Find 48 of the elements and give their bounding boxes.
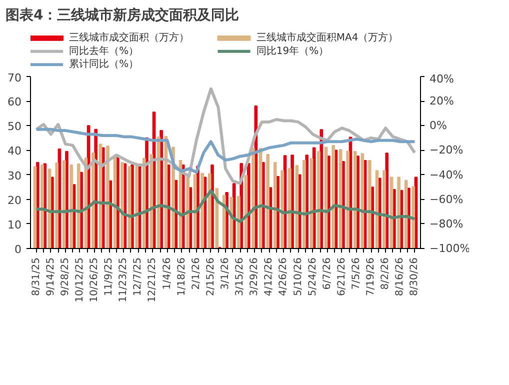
x-tick-label: 8/2/26 bbox=[380, 258, 392, 290]
x-tick-label: 12/21/25 bbox=[147, 257, 158, 302]
x-tick-label: 3/29/26 bbox=[249, 257, 260, 296]
x-tick-label: 3/15/26 bbox=[234, 257, 246, 296]
x-tick-label: 11/9/25 bbox=[104, 257, 115, 296]
y2-tick-label: −60% bbox=[430, 192, 464, 206]
y2-tick-label: 0% bbox=[430, 119, 447, 132]
y2-tick-label: −20% bbox=[430, 144, 464, 157]
x-tick-label: 6/21/26 bbox=[336, 257, 348, 296]
x-tick-label: 4/26/26 bbox=[278, 257, 290, 296]
x-tick-label: 9/28/25 bbox=[60, 257, 71, 296]
y-tick-label: 70 bbox=[8, 72, 22, 84]
legend-label: 三线城市成交面积MA4（万方） bbox=[256, 32, 398, 44]
legend-label: 三线城市成交面积（万方） bbox=[69, 32, 190, 44]
y2-tick-label: −80% bbox=[430, 217, 464, 230]
x-tick-label: 3/1/26 bbox=[220, 258, 231, 290]
y2-tick-label: 40% bbox=[430, 72, 454, 86]
x-tick-label: 2/1/26 bbox=[190, 258, 202, 290]
x-tick-label: 2/15/26 bbox=[205, 257, 216, 296]
y-tick-label: 30 bbox=[8, 169, 22, 182]
y-tick-label: 20 bbox=[8, 194, 22, 207]
x-tick-label: 9/14/25 bbox=[45, 257, 56, 296]
x-tick-label: 10/26/25 bbox=[89, 257, 100, 302]
x-tick-label: 1/18/26 bbox=[176, 257, 188, 296]
y2-tick-label: 20% bbox=[430, 94, 454, 108]
x-tick-label: 11/23/25 bbox=[118, 257, 130, 302]
x-tick-label: 5/10/26 bbox=[292, 257, 304, 296]
y-tick-label: 0 bbox=[14, 243, 22, 256]
x-tick-label: 8/31/25 bbox=[30, 257, 42, 296]
legend-label: 同比去年（%） bbox=[69, 44, 139, 57]
x-tick-label: 8/30/26 bbox=[409, 257, 420, 296]
x-tick-label: 5/24/26 bbox=[307, 257, 318, 296]
x-tick-label: 4/12/26 bbox=[264, 257, 275, 296]
x-tick-label: 8/16/26 bbox=[394, 257, 406, 296]
y-tick-label: 50 bbox=[8, 120, 22, 134]
x-tick-label: 6/7/26 bbox=[322, 258, 333, 290]
y-tick-label: 10 bbox=[8, 218, 22, 232]
x-tick-label: 7/5/26 bbox=[350, 258, 362, 290]
chart-title: 图表4：三线城市新房成交面积及同比 bbox=[6, 6, 240, 24]
y2-tick-label: −40% bbox=[430, 168, 464, 182]
y-tick-label: 40 bbox=[8, 144, 22, 158]
x-tick-label: 1/4/26 bbox=[162, 258, 173, 290]
x-tick-label: 7/19/26 bbox=[366, 257, 377, 296]
x-tick-label: 10/12/25 bbox=[74, 257, 86, 302]
legend-label: 累计同比（%） bbox=[69, 58, 139, 70]
legend-label: 同比19年（%） bbox=[256, 44, 329, 57]
x-tick-label: 12/7/25 bbox=[132, 257, 144, 296]
y-tick-label: 60 bbox=[8, 96, 22, 109]
